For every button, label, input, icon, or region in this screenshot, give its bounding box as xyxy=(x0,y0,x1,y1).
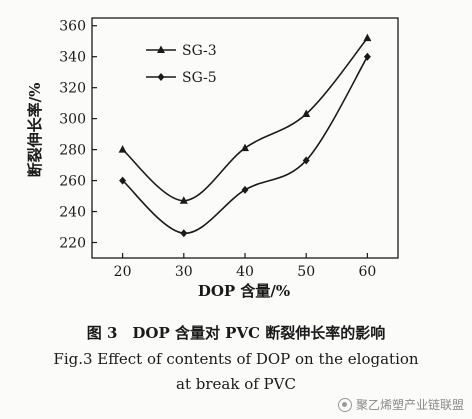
y-tick-label: 360 xyxy=(59,19,86,35)
y-tick-label: 300 xyxy=(59,112,86,128)
legend-marker xyxy=(157,45,165,53)
data-point-sg-5 xyxy=(241,185,249,194)
figure-caption-chinese: 图 3 DOP 含量对 PVC 断裂伸长率的影响 xyxy=(86,324,386,342)
y-tick-label: 340 xyxy=(59,50,86,66)
legend: SG-3 SG-5 xyxy=(146,43,217,86)
x-tick-label: 30 xyxy=(175,264,193,280)
x-tick-group: 20 30 40 50 60 xyxy=(114,253,376,280)
y-axis-label: 断裂伸长率/% xyxy=(26,83,44,178)
x-tick-label: 50 xyxy=(297,264,315,280)
y-tick-label: 280 xyxy=(59,143,86,159)
data-point-sg-3 xyxy=(179,196,188,204)
figure-caption-english-line2: at break of PVC xyxy=(176,375,296,393)
figure-caption-english-line1: Fig.3 Effect of contents of DOP on the e… xyxy=(53,350,419,368)
plot-axes xyxy=(91,17,399,259)
legend-label: SG-3 xyxy=(182,43,217,59)
y-tick-label: 220 xyxy=(59,236,86,252)
data-point-sg-3 xyxy=(363,33,372,42)
y-tick-label: 240 xyxy=(59,205,86,221)
watermark-text: 聚乙烯塑产业链联盟 xyxy=(355,398,464,412)
legend-label: SG-5 xyxy=(182,70,217,86)
data-point-sg-5 xyxy=(363,52,371,61)
plot-frame xyxy=(91,17,399,259)
series-lines xyxy=(122,37,369,235)
series-markers xyxy=(118,33,372,238)
wechat-icon xyxy=(337,397,352,412)
x-tick-label: 20 xyxy=(114,264,132,280)
data-point-sg-5 xyxy=(180,229,188,238)
data-point-sg-5 xyxy=(302,156,310,165)
y-tick-label: 260 xyxy=(59,174,86,190)
data-point-sg-3 xyxy=(118,145,127,153)
data-point-sg-5 xyxy=(119,176,127,185)
x-axis-label: DOP 含量/% xyxy=(198,282,290,300)
legend-marker xyxy=(157,73,165,81)
data-point-sg-3 xyxy=(302,109,311,117)
y-tick-group: 220 240 260 280 300 320 340 360 xyxy=(59,19,97,252)
data-point-sg-3 xyxy=(241,143,249,152)
y-tick-label: 320 xyxy=(59,81,86,97)
x-tick-label: 60 xyxy=(358,264,376,280)
x-tick-label: 40 xyxy=(236,264,254,280)
watermark: 聚乙烯塑产业链联盟 xyxy=(337,396,464,413)
series-line-sg-3 xyxy=(122,37,369,202)
elongation-chart: 20 30 40 50 60 220 240 260 280 300 320 340 360 SG-3… xyxy=(26,17,399,300)
